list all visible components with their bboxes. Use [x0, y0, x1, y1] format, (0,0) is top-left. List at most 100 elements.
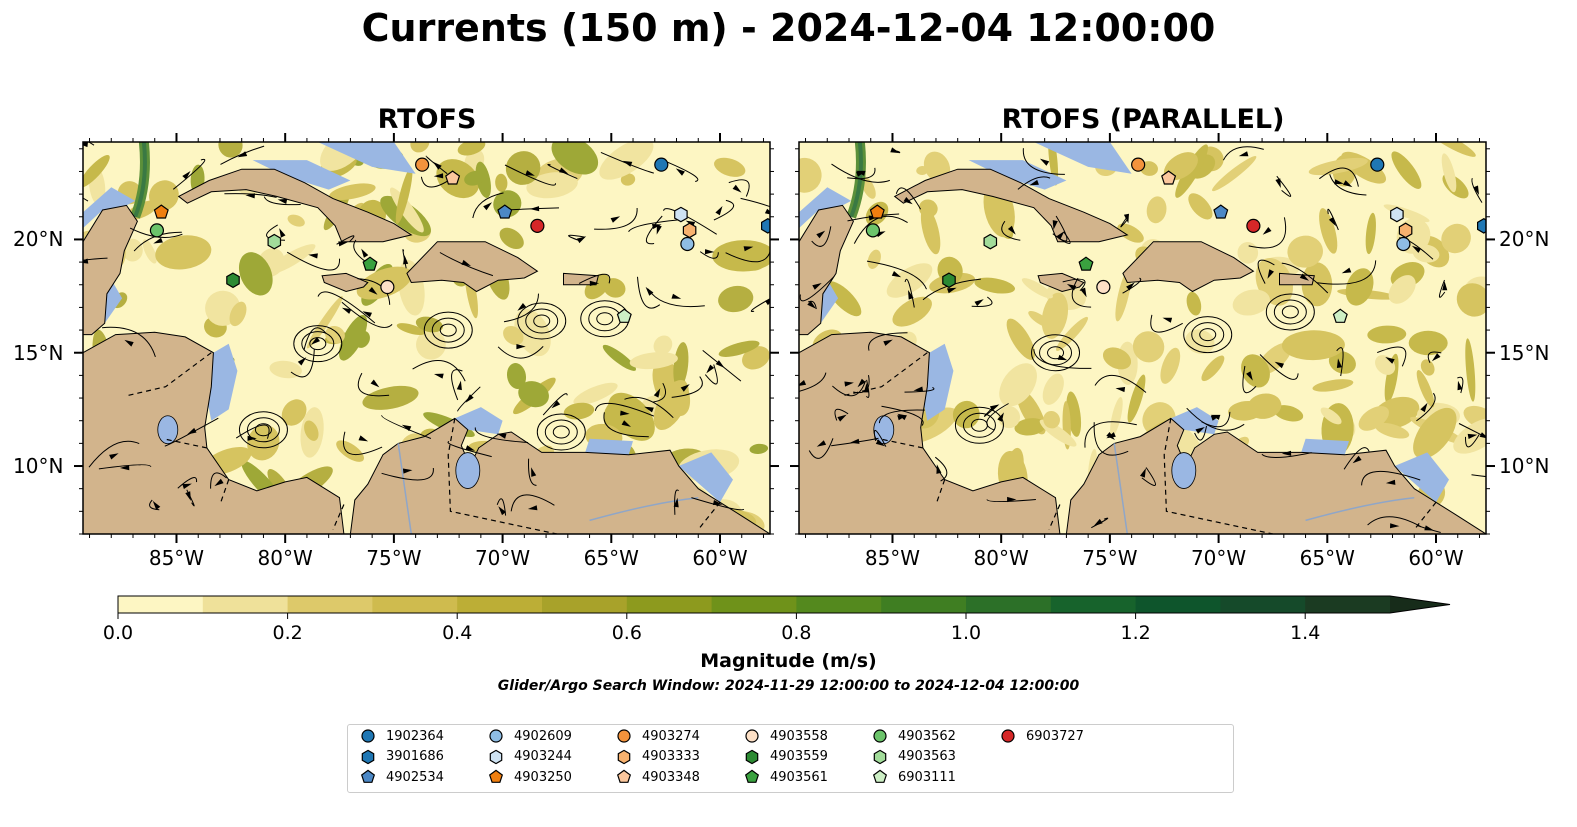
float-marker-4903274 [1131, 157, 1146, 172]
float-markers [865, 157, 1486, 323]
float-legend: 1902364 3901686 4902534 4902609 4903244 49032… [347, 724, 1234, 793]
float-marker-4902609 [1396, 236, 1411, 252]
land [83, 168, 770, 534]
float-marker-4903558 [380, 279, 395, 295]
float-marker-4903348 [1161, 170, 1177, 185]
circle-marker-icon [361, 729, 375, 743]
colorbar-segment [626, 596, 713, 613]
colorbar-segment [202, 596, 289, 613]
lon-tick-label: 80°W [973, 546, 1029, 570]
hexagon-marker-icon [873, 749, 887, 764]
legend-marker-4903348 [616, 769, 632, 783]
lat-tick-label-left: 15°N [13, 340, 64, 365]
legend-item-4903563: 4903563 [872, 748, 956, 766]
legend-label: 4902609 [514, 728, 572, 744]
colorbar-tick-label: 0.8 [781, 622, 812, 644]
legend-label: 4903244 [514, 749, 572, 764]
legend-marker-4903561 [744, 769, 760, 783]
float-marker-4903562 [149, 223, 165, 238]
legend-label: 1902364 [386, 728, 444, 744]
legend-item-4903348: 4903348 [616, 768, 700, 786]
legend-label: 6903111 [898, 769, 956, 785]
legend-label: 3901686 [386, 749, 444, 764]
float-marker-4903563 [983, 233, 998, 250]
legend-label: 4903274 [642, 728, 700, 744]
lat-tick-label-right: 10°N [1499, 454, 1550, 479]
colorbar-segment [881, 596, 967, 613]
float-marker-4902534 [497, 204, 513, 219]
legend-label: 4903558 [770, 728, 828, 744]
legend-label: 4903561 [770, 769, 828, 785]
panel-title-left: RTOFS [377, 104, 477, 135]
legend-marker-4903333 [617, 749, 631, 764]
legend-marker-4903559 [745, 749, 759, 764]
colorbar-segment [1135, 596, 1221, 613]
colorbar-segment [1220, 596, 1306, 613]
colorbar-segment [372, 596, 458, 613]
lat-tick-label-right: 15°N [1499, 340, 1550, 365]
colorbar-tick-label: 0.2 [272, 622, 303, 644]
hexagon-marker-icon [489, 749, 503, 764]
legend-label: 4903559 [770, 749, 828, 764]
float-marker-3901686 [760, 218, 770, 234]
lat-tick-label-left: 20°N [13, 227, 64, 252]
legend-marker-1902364 [361, 729, 375, 743]
lon-tick-label: 85°W [148, 546, 205, 570]
float-marker-4903348 [445, 170, 461, 185]
legend-item-4903558: 4903558 [744, 727, 828, 745]
lon-tick-label: 85°W [864, 546, 921, 570]
legend-item-4903333: 4903333 [616, 748, 700, 766]
maps-canvas [74, 133, 1495, 543]
streamlines [83, 142, 770, 516]
lon-tick-label: 80°W [257, 546, 313, 570]
legend-marker-4903558 [745, 729, 759, 743]
legend-marker-6903727 [1001, 729, 1015, 743]
float-marker-4903244 [674, 206, 688, 223]
float-marker-4903561 [1078, 256, 1094, 271]
legend-marker-4903244 [489, 749, 503, 764]
float-marker-1902364 [654, 157, 669, 172]
legend-marker-3901686 [361, 749, 375, 764]
legend-label: 4902534 [386, 769, 444, 785]
colorbar-segment [457, 596, 543, 613]
legend-item-4903274: 4903274 [616, 727, 700, 745]
lon-tick-label: 60°W [1408, 546, 1464, 570]
float-marker-4903559 [942, 272, 956, 289]
float-markers [149, 157, 770, 323]
colorbar-tick-label: 0.4 [442, 622, 473, 644]
legend-marker-6903111 [872, 769, 888, 783]
float-marker-3901686 [1476, 218, 1486, 234]
float-marker-4903333 [682, 222, 697, 239]
legend-item-4902534: 4902534 [360, 768, 444, 786]
circle-marker-icon [873, 729, 887, 743]
map-frame [82, 141, 771, 535]
float-marker-4902609 [680, 236, 695, 252]
lat-tick-label-left: 10°N [13, 454, 64, 479]
pentagon-marker-icon [360, 769, 376, 783]
circle-marker-icon [745, 729, 759, 743]
legend-label: 4903348 [642, 769, 700, 785]
pentagon-marker-icon [488, 769, 504, 783]
colorbar-label: Magnitude (m/s) [700, 650, 877, 672]
float-marker-4903561 [362, 256, 378, 271]
legend-item-4903561: 4903561 [744, 768, 828, 786]
float-marker-4903250 [153, 204, 169, 219]
legend-marker-4903562 [873, 729, 887, 743]
colorbar-segment [1050, 596, 1137, 613]
float-marker-4903563 [267, 233, 282, 250]
lon-tick-label: 65°W [583, 546, 639, 570]
legend-item-4902609: 4902609 [488, 727, 572, 745]
float-marker-4903333 [1398, 222, 1413, 239]
hexagon-marker-icon [745, 749, 759, 764]
colorbar-segment [711, 596, 797, 613]
streamlines [799, 146, 1486, 533]
float-marker-4903558 [1096, 279, 1111, 295]
lon-tick-label: 65°W [1299, 546, 1355, 570]
float-marker-4903559 [226, 272, 240, 289]
float-marker-6903111 [616, 308, 632, 323]
legend-label: 6903727 [1026, 728, 1084, 744]
colorbar-segment [118, 596, 204, 613]
legend-marker-4902609 [489, 729, 503, 743]
float-marker-4902534 [1213, 204, 1229, 219]
legend-item-4903559: 4903559 [744, 748, 828, 766]
